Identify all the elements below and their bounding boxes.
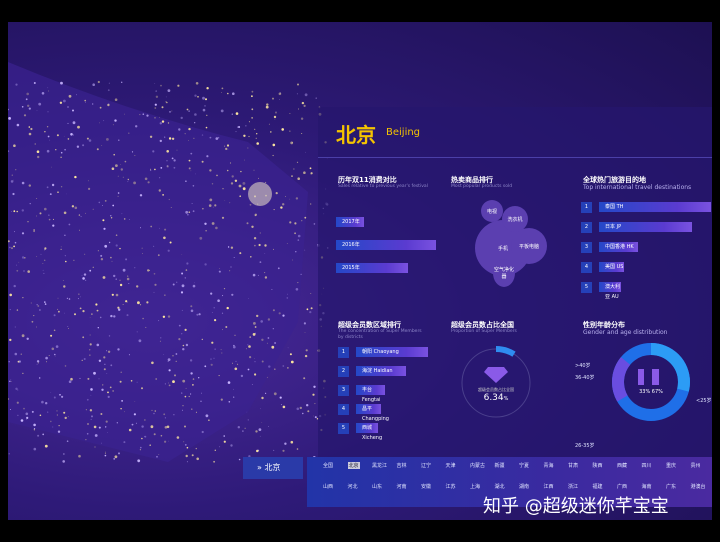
- province-link[interactable]: 湖北: [494, 484, 505, 490]
- proportion-subtitle: Proportion of Super Members: [451, 329, 517, 334]
- province-link[interactable]: 安徽: [421, 484, 432, 490]
- province-link[interactable]: 新疆: [494, 463, 505, 469]
- rank-badge: 1: [338, 347, 349, 358]
- product-bubble[interactable]: 空气净化器: [493, 259, 515, 287]
- province-link[interactable]: 内蒙古: [470, 463, 486, 469]
- district-bar[interactable]: 昌平 Changping: [356, 404, 389, 422]
- yoy-subtitle: Sales relative to previous year's festiv…: [338, 184, 428, 189]
- province-link[interactable]: 甘肃: [568, 463, 579, 469]
- province-link[interactable]: 陕西: [592, 463, 603, 469]
- proportion-value: 6.34%: [483, 393, 509, 403]
- province-link[interactable]: 贵州: [690, 463, 701, 469]
- province-link[interactable]: 福建: [592, 484, 603, 490]
- province-link[interactable]: 江苏: [445, 484, 456, 490]
- province-link[interactable]: 北京: [347, 462, 360, 469]
- province-link[interactable]: 西藏: [617, 463, 628, 469]
- rank-badge: 1: [581, 202, 592, 213]
- products-subtitle: Most popular products sold: [451, 184, 513, 189]
- rank-badge: 3: [338, 385, 349, 396]
- rank-badge: 4: [581, 262, 592, 273]
- districts-title: 超级会员数区域排行: [338, 321, 401, 329]
- age-donut: [612, 343, 690, 421]
- age-label: >40岁: [575, 363, 591, 369]
- proportion-caption: 超级会员数占比全国: [478, 387, 514, 392]
- travel-bar[interactable]: 泰国 TH: [599, 202, 711, 212]
- yoy-title: 历年双11消费对比: [338, 176, 397, 184]
- province-link[interactable]: 港澳台: [690, 484, 706, 490]
- diamond-icon: [484, 367, 508, 383]
- divider: [318, 157, 712, 158]
- travel-bar[interactable]: 中国香港 HK: [599, 242, 639, 252]
- district-bar[interactable]: 西城 Xicheng: [356, 423, 382, 441]
- rank-badge: 5: [581, 282, 592, 293]
- yoy-bar[interactable]: 2016年: [336, 240, 436, 250]
- province-selector: » 北京 全国 北京 黑龙江 吉林 辽宁 天津 内蒙古 新疆 宁夏 青海 甘肃 陕西 西藏 四川 重庆 贵州山…: [243, 457, 712, 507]
- district-bar[interactable]: 海淀 Haidian: [356, 366, 407, 376]
- province-link[interactable]: 全国: [323, 463, 334, 469]
- travel-subtitle: Top international travel destinations: [583, 184, 692, 191]
- city-panel: 北京 Beijing 历年双11消费对比 Sales relative to p…: [318, 107, 712, 457]
- district-bar[interactable]: 丰台 Fengtai: [356, 385, 385, 403]
- current-province-button[interactable]: » 北京: [243, 457, 303, 479]
- province-link[interactable]: 广东: [666, 484, 677, 490]
- province-link[interactable]: 重庆: [666, 463, 677, 469]
- districts-subtitle: The concentration of Super Members by di…: [338, 329, 422, 340]
- province-link[interactable]: 海南: [641, 484, 652, 490]
- province-link[interactable]: 青海: [543, 463, 554, 469]
- age-label: <25岁: [696, 398, 712, 404]
- province-link[interactable]: 江西: [543, 484, 554, 490]
- gender-subtitle: Gender and age distribution: [583, 329, 668, 336]
- province-link[interactable]: 辽宁: [421, 463, 432, 469]
- province-link[interactable]: 广西: [617, 484, 628, 490]
- province-link[interactable]: 上海: [470, 484, 481, 490]
- travel-bar[interactable]: 日本 JP: [599, 222, 692, 232]
- proportion-ring: [461, 346, 531, 418]
- city-name: 北京: [336, 123, 376, 147]
- rank-badge: 2: [338, 366, 349, 377]
- product-bubble[interactable]: 平板电脑: [511, 228, 547, 264]
- province-link[interactable]: 天津: [445, 463, 456, 469]
- watermark: 知乎 @超级迷你芊宝宝: [483, 496, 669, 517]
- travel-bar[interactable]: 美国 US: [599, 262, 624, 272]
- province-link[interactable]: 宁夏: [519, 463, 530, 469]
- city-name-en: Beijing: [386, 127, 421, 138]
- yoy-bar[interactable]: 2017年: [336, 217, 364, 227]
- rank-badge: 2: [581, 222, 592, 233]
- travel-bar[interactable]: 澳大利亚 AU: [599, 282, 622, 300]
- product-bubble[interactable]: 洗衣机: [502, 206, 528, 232]
- province-link[interactable]: 河北: [347, 484, 358, 490]
- district-bar[interactable]: 朝阳 Chaoyang: [356, 347, 428, 357]
- age-label: 26-35岁: [575, 443, 595, 449]
- products-title: 热卖商品排行: [451, 176, 493, 184]
- province-link[interactable]: 湖南: [519, 484, 530, 490]
- province-link[interactable]: 浙江: [568, 484, 579, 490]
- province-link[interactable]: 吉林: [396, 463, 407, 469]
- china-night-map: [8, 62, 329, 463]
- province-link[interactable]: 黑龙江: [372, 463, 388, 469]
- yoy-bar[interactable]: 2015年: [336, 263, 408, 273]
- rank-badge: 4: [338, 404, 349, 415]
- province-link[interactable]: 山西: [323, 484, 334, 490]
- age-label: 36-40岁: [575, 375, 595, 381]
- travel-title: 全球热门旅游目的地: [583, 176, 646, 184]
- proportion-title: 超级会员数占比全国: [451, 321, 514, 329]
- rank-badge: 5: [338, 423, 349, 434]
- gender-title: 性别年龄分布: [583, 321, 625, 329]
- dashboard-screen: 北京 Beijing 历年双11消费对比 Sales relative to p…: [8, 22, 712, 520]
- product-bubble[interactable]: 电视: [481, 200, 503, 222]
- gender-ratio: 33% 67%: [639, 389, 663, 395]
- province-link[interactable]: 四川: [641, 463, 652, 469]
- male-icon: [638, 369, 644, 385]
- rank-badge: 3: [581, 242, 592, 253]
- province-link[interactable]: 河南: [396, 484, 407, 490]
- province-link[interactable]: 山东: [372, 484, 383, 490]
- female-icon: [652, 369, 659, 385]
